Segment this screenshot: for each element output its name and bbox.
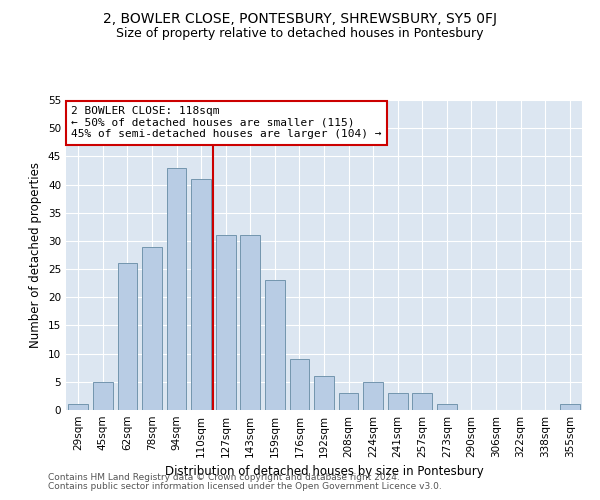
Bar — [68, 404, 88, 410]
Text: 2, BOWLER CLOSE, PONTESBURY, SHREWSBURY, SY5 0FJ: 2, BOWLER CLOSE, PONTESBURY, SHREWSBURY,… — [103, 12, 497, 26]
Bar — [93, 382, 113, 410]
Text: Contains public sector information licensed under the Open Government Licence v3: Contains public sector information licen… — [48, 482, 442, 491]
Bar — [364, 382, 383, 410]
Text: 2 BOWLER CLOSE: 118sqm
← 50% of detached houses are smaller (115)
45% of semi-de: 2 BOWLER CLOSE: 118sqm ← 50% of detached… — [71, 106, 382, 140]
Bar — [290, 360, 309, 410]
Bar — [191, 179, 211, 410]
Bar — [388, 393, 407, 410]
Bar — [560, 404, 580, 410]
Bar — [265, 280, 284, 410]
Y-axis label: Number of detached properties: Number of detached properties — [29, 162, 43, 348]
Bar — [314, 376, 334, 410]
Bar — [339, 393, 358, 410]
Bar — [437, 404, 457, 410]
Text: Size of property relative to detached houses in Pontesbury: Size of property relative to detached ho… — [116, 28, 484, 40]
Bar — [412, 393, 432, 410]
X-axis label: Distribution of detached houses by size in Pontesbury: Distribution of detached houses by size … — [164, 466, 484, 478]
Bar — [142, 246, 162, 410]
Bar — [216, 236, 236, 410]
Text: Contains HM Land Registry data © Crown copyright and database right 2024.: Contains HM Land Registry data © Crown c… — [48, 474, 400, 482]
Bar — [241, 236, 260, 410]
Bar — [118, 264, 137, 410]
Bar — [167, 168, 187, 410]
